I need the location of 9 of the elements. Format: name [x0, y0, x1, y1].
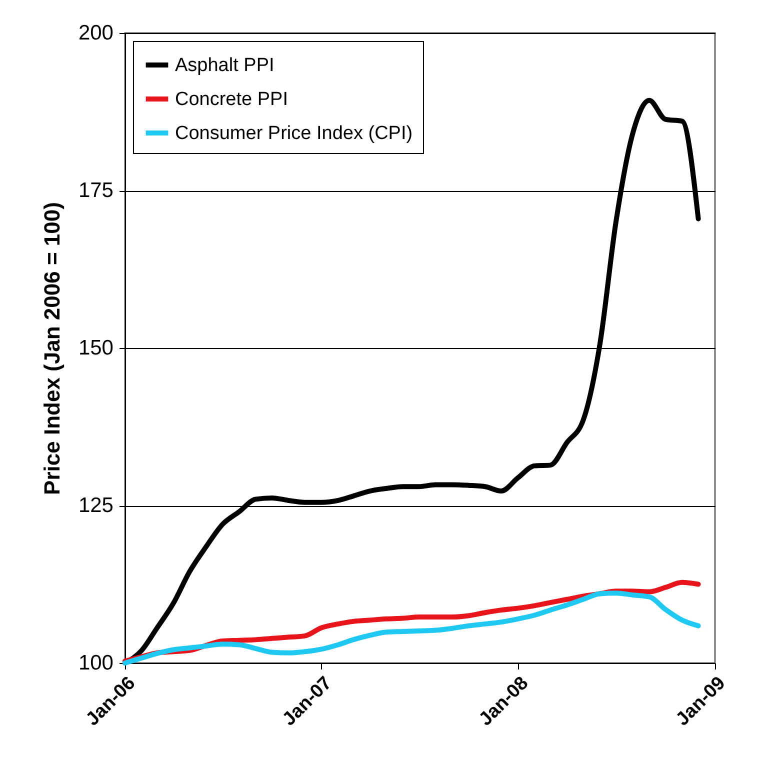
y-tick-label: 100 — [78, 652, 114, 674]
legend-label: Asphalt PPI — [175, 55, 274, 76]
y-tick-label: 200 — [78, 22, 114, 44]
y-axis-title: Price Index (Jan 2006 = 100) — [39, 202, 64, 495]
legend-label: Concrete PPI — [175, 89, 288, 110]
y-tick-label: 125 — [78, 494, 114, 517]
y-tick-label: 175 — [78, 179, 114, 202]
legend-label: Consumer Price Index (CPI) — [175, 123, 413, 144]
y-tick-label: 150 — [78, 336, 114, 360]
